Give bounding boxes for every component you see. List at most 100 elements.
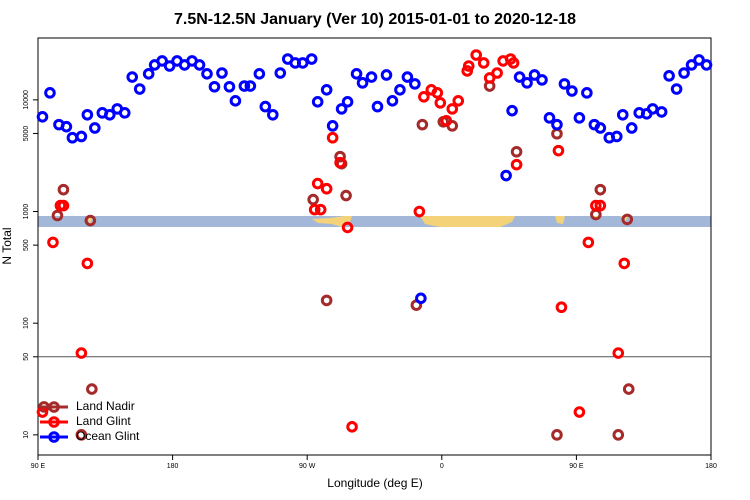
point: [507, 57, 520, 69]
point: [193, 59, 206, 71]
point: [700, 59, 713, 71]
point: [646, 103, 659, 115]
point: [418, 90, 430, 103]
point: [555, 301, 568, 314]
point: [156, 55, 168, 67]
point: [57, 199, 70, 212]
y-tick-label: 100: [23, 317, 30, 329]
plot-border: [37, 37, 712, 456]
legend-marker: [48, 401, 60, 413]
point: [581, 87, 593, 99]
point: [307, 193, 319, 206]
point: [401, 71, 414, 83]
point: [60, 120, 73, 133]
point: [416, 118, 429, 131]
x-axis-label: Longitude (deg E): [327, 476, 422, 490]
point: [314, 203, 327, 216]
x-tick-label: 90 E: [569, 463, 584, 470]
point: [625, 122, 638, 134]
y-tick-label: 500: [23, 239, 30, 251]
x-tick-label: 90 E: [31, 463, 46, 470]
point: [57, 183, 70, 196]
point: [394, 84, 406, 96]
point: [350, 68, 363, 80]
point: [311, 177, 324, 190]
point: [590, 208, 602, 221]
point: [594, 122, 607, 134]
point: [320, 294, 333, 307]
point: [551, 127, 563, 140]
point: [678, 67, 690, 79]
legend-label: Ocean Glint: [76, 429, 140, 443]
point: [75, 130, 88, 143]
point: [500, 169, 512, 182]
map-strip: [38, 216, 711, 227]
legend-label: Land Nadir: [76, 399, 135, 413]
point: [296, 57, 309, 69]
y-axis-label: N Total: [0, 227, 14, 264]
point: [528, 69, 541, 81]
point: [506, 104, 518, 117]
point: [75, 347, 88, 359]
point: [409, 78, 421, 90]
point: [551, 118, 563, 131]
point: [118, 107, 131, 119]
point: [566, 85, 578, 97]
point: [483, 72, 496, 84]
point: [208, 80, 221, 93]
legend-marker: [48, 431, 60, 443]
point: [685, 59, 698, 71]
point: [326, 120, 339, 132]
point: [216, 67, 228, 79]
point: [663, 70, 675, 82]
point: [320, 84, 333, 96]
point: [618, 257, 631, 270]
point: [103, 108, 116, 121]
point: [552, 144, 565, 157]
point: [274, 67, 287, 79]
point: [36, 111, 49, 123]
point: [75, 429, 88, 441]
point: [326, 131, 339, 144]
point: [66, 131, 79, 144]
point: [51, 209, 64, 222]
legend-marker: [48, 416, 60, 428]
point: [335, 103, 348, 115]
point: [267, 108, 279, 121]
point: [142, 68, 155, 80]
point: [582, 236, 595, 249]
point: [341, 221, 354, 234]
point: [446, 103, 459, 115]
y-tick-label: 10000: [23, 90, 30, 110]
point: [163, 60, 176, 72]
point: [133, 83, 146, 95]
point: [594, 199, 607, 212]
point: [594, 183, 607, 196]
point: [590, 199, 602, 212]
point: [229, 95, 242, 107]
point: [415, 292, 427, 305]
point: [513, 71, 526, 83]
point: [551, 429, 563, 441]
point: [612, 429, 625, 441]
point: [320, 182, 333, 195]
point: [413, 205, 426, 218]
point: [244, 80, 257, 92]
point: [440, 114, 453, 127]
y-tick-label: 50: [23, 353, 30, 361]
point: [341, 96, 354, 108]
point: [223, 80, 236, 93]
point: [621, 213, 634, 226]
point: [334, 156, 346, 169]
series: [36, 53, 713, 305]
point: [365, 71, 378, 83]
point: [259, 100, 272, 113]
point: [610, 130, 623, 143]
point: [47, 236, 59, 249]
point: [521, 77, 533, 89]
point: [536, 74, 548, 86]
point: [431, 87, 444, 99]
point: [380, 69, 393, 81]
point: [477, 57, 490, 69]
